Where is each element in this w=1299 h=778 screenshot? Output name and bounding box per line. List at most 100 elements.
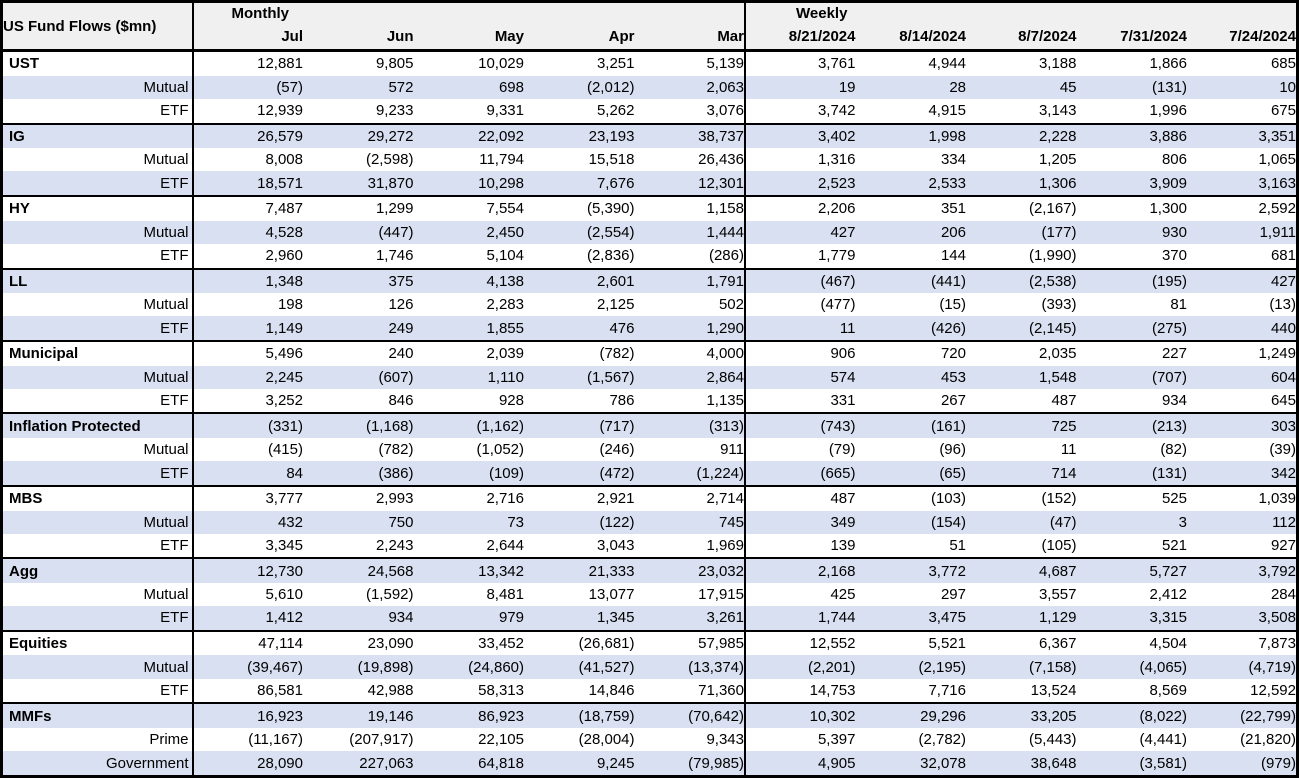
cell: 4,528	[191, 220, 303, 244]
cell: 2,228	[966, 122, 1077, 149]
cell: 21,333	[524, 557, 635, 583]
cell: 198	[191, 293, 303, 317]
row-label: Mutual	[1, 220, 193, 244]
cell: (2,554)	[524, 220, 635, 244]
cell: 525	[1076, 484, 1187, 511]
row-label: Mutual	[143, 296, 189, 314]
group-header-row: US Fund Flows ($mn) Monthly Weekly	[1, 1, 1298, 51]
cell: 81	[1170, 296, 1187, 314]
cell: 5,397	[744, 727, 856, 752]
cell: 1,158	[634, 195, 745, 221]
cell: 574	[744, 365, 856, 389]
table-row-mutual-16: Mutual (415) (782) (1,052) (246) 911 (79) (96) 1…	[2, 438, 1298, 462]
cell: 979	[413, 606, 524, 631]
cell: (18,759)	[524, 702, 635, 728]
cell: (2,167)	[966, 195, 1077, 221]
cell: (313)	[634, 412, 745, 439]
cell: 1,306	[966, 171, 1077, 197]
cell: 3	[1076, 510, 1187, 534]
cell: (131)	[1076, 75, 1187, 100]
cell: 3,261	[634, 606, 745, 631]
row-label: ETF	[1, 171, 193, 197]
cell: 2,039	[413, 340, 524, 366]
cell: (24,860)	[413, 655, 524, 679]
cell: 1,290	[634, 316, 745, 341]
table-row-hy-6: HY 7,487 1,299 7,554 (5,390) 1,158 2,206 351 (2,…	[1, 195, 1298, 221]
cell: 9,245	[524, 751, 635, 777]
row-label: Mutual	[1, 75, 193, 100]
row-label: Mutual	[143, 441, 189, 459]
row-label: UST	[9, 55, 39, 73]
table-row-etf-5: ETF 18,571 31,870 10,298 7,676 12,301 2,523 2,5…	[1, 171, 1298, 197]
cell: 12,592	[1250, 681, 1296, 699]
cell: (415)	[191, 438, 303, 462]
row-label: Inflation Protected	[1, 412, 193, 439]
cell: (22,799)	[1187, 702, 1298, 728]
cell: 3,742	[744, 99, 856, 124]
column-header-jul: Jul	[191, 24, 303, 51]
cell: 476	[524, 316, 635, 341]
cell: (2,012)	[524, 75, 635, 100]
cell: 38,648	[966, 751, 1077, 777]
cell: 12,301	[634, 171, 745, 197]
row-label: ETF	[160, 537, 189, 555]
cell: 681	[1270, 247, 1296, 265]
cell: 5,521	[855, 629, 966, 656]
cell: (70,642)	[634, 702, 745, 728]
cell: 685	[1270, 55, 1296, 73]
cell: 2,450	[413, 220, 524, 244]
cell: 1,744	[744, 606, 856, 631]
cell: (1,990)	[1028, 247, 1077, 265]
cell: 3,909	[1076, 171, 1187, 197]
table-row-mutual-7: Mutual 4,528 (447) 2,450 (2,554) 1,444 427 206(…	[1, 220, 1298, 244]
column-header-apr: Apr	[524, 24, 635, 51]
cell: 502	[718, 296, 744, 314]
cell: (4,065)	[1076, 655, 1187, 679]
cell: 1,866	[1149, 55, 1187, 73]
table-body: UST 12,881 9,805 10,029 3,251 5,139 3,761 4,944…	[1, 50, 1298, 777]
cell: 14,753	[744, 678, 856, 704]
table-row-mutual-22: Mutual 5,610 (1,592) 8,481 13,077 17,915 425 29…	[2, 582, 1298, 607]
cell: 303	[1187, 412, 1298, 439]
cell: 1,065	[1258, 151, 1296, 169]
cell: 45	[966, 75, 1077, 100]
cell: 375	[303, 267, 414, 294]
cell: 11,794	[479, 151, 524, 169]
cell: (21,820)	[1240, 730, 1296, 748]
cell: 1,345	[524, 606, 635, 631]
cell: (82)	[1160, 441, 1187, 459]
cell: 23,090	[303, 629, 414, 656]
cell: 1,300	[1076, 195, 1187, 221]
cell: 487	[744, 484, 856, 511]
cell: (441)	[855, 267, 966, 294]
table-row-etf-20: ETF 3,345 2,243 2,644 3,043 1,969 139 51 (105) 52…	[2, 533, 1298, 559]
table-row-mmfs-27: MMFs 16,923 19,146 86,923 (18,759) (70,642) 10…	[1, 702, 1298, 728]
table-row-mutual-4: Mutual 8,008 (2,598) 11,794 15,518 26,436 1,31…	[2, 148, 1298, 172]
cell: (39,467)	[191, 655, 303, 679]
cell: 3,143	[1038, 102, 1077, 120]
cell: 725	[966, 412, 1077, 439]
cell: (177)	[966, 220, 1077, 244]
cell: 33,452	[413, 629, 524, 656]
cell: 8,569	[1149, 681, 1187, 699]
cell: 267	[940, 392, 966, 410]
cell: (2,598)	[365, 151, 414, 169]
row-label: ETF	[1, 461, 193, 486]
cell: 13,077	[588, 586, 635, 604]
cell: (15)	[939, 296, 966, 314]
table-row-equities-24: Equities 47,114 23,090 33,452 (26,681) 57,985…	[1, 629, 1298, 656]
cell: 440	[1187, 316, 1298, 341]
table-row-mbs-18: MBS 3,777 2,993 2,716 2,921 2,714 487 (103) (152…	[1, 484, 1298, 511]
cell: 3,345	[191, 533, 303, 559]
cell: 4,687	[966, 557, 1077, 583]
column-header-row: Jul Jun May Apr Mar 8/21/2024 8/14/2024 8/7/202…	[2, 24, 1298, 51]
cell: 28,090	[191, 751, 303, 777]
cell: 73	[413, 510, 524, 534]
cell: 9,805	[375, 55, 414, 73]
cell: 11	[1060, 441, 1077, 459]
row-label: Equities	[1, 629, 193, 656]
cell: 31,870	[303, 171, 414, 197]
cell: (4,441)	[1139, 730, 1187, 748]
cell: (5,390)	[524, 195, 635, 221]
